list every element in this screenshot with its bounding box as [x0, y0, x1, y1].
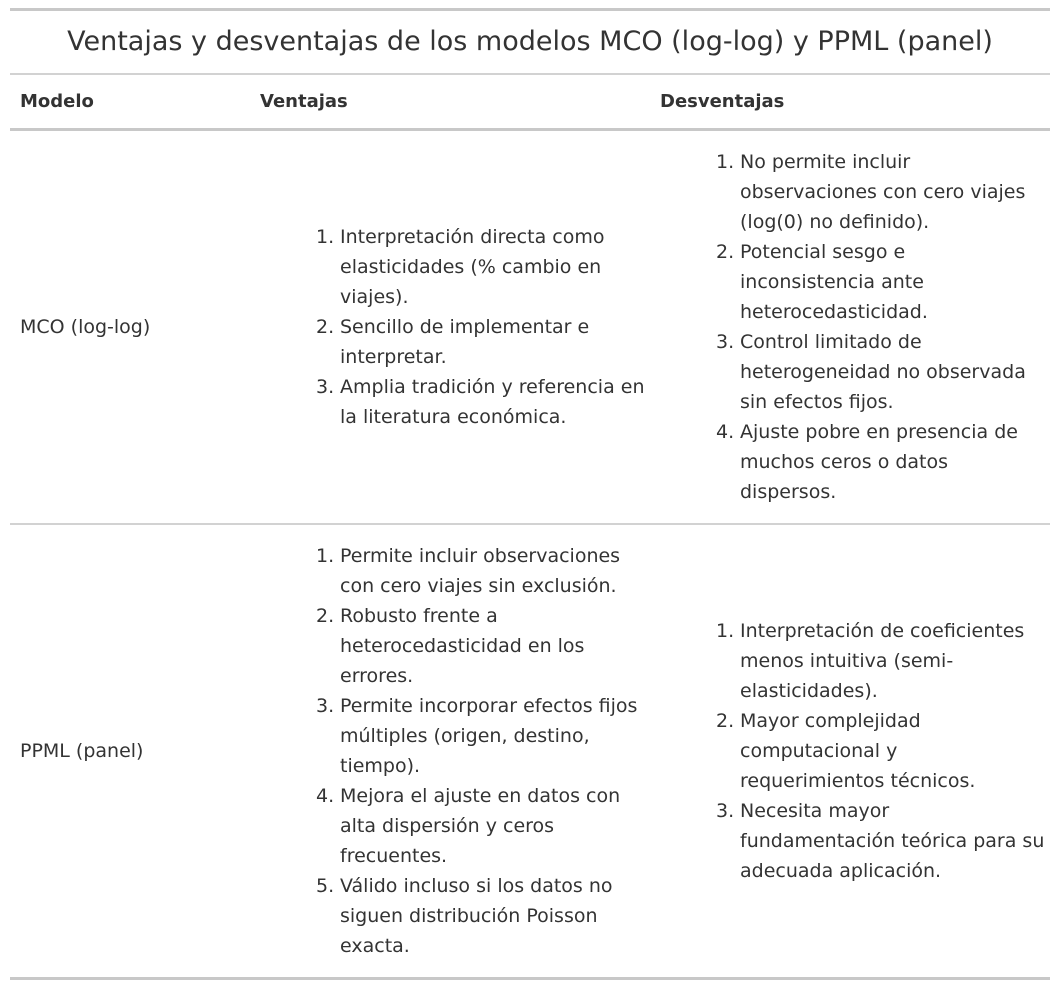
item-number: 1.: [716, 620, 735, 642]
list-item: 3. Control limitado de heterogeneidad no …: [716, 327, 1046, 417]
item-text: Amplia tradición y referencia en la lite…: [340, 376, 645, 428]
list-item: 3. Necesita mayor fundamentación teórica …: [716, 796, 1046, 886]
advantages-cell: 1. Permite incluir observaciones con cero…: [316, 525, 646, 977]
item-text: Mejora el ajuste en datos con alta dispe…: [340, 785, 621, 867]
item-text: Permite incorporar efectos fijos múltipl…: [340, 695, 638, 777]
item-text: Potencial sesgo e inconsistencia ante he…: [740, 241, 928, 323]
item-text: Control limitado de heterogeneidad no ob…: [740, 331, 1026, 413]
disadvantages-cell: 1. No permite incluir observaciones con c…: [716, 131, 1046, 523]
item-text: Necesita mayor fundamentación teórica pa…: [740, 800, 1045, 882]
bottom-rule: [10, 977, 1050, 980]
item-number: 2.: [316, 316, 335, 338]
item-text: Interpretación de coeficientes menos int…: [740, 620, 1025, 702]
header-ventajas: Ventajas: [260, 91, 348, 112]
item-number: 2.: [716, 241, 735, 263]
header-modelo: Modelo: [20, 91, 94, 112]
list-item: 4. Ajuste pobre en presencia de muchos ce…: [716, 417, 1046, 507]
table-header: Modelo Ventajas Desventajas: [10, 75, 1050, 128]
list-item: 2. Potencial sesgo e inconsistencia ante …: [716, 237, 1046, 327]
item-number: 5.: [316, 875, 335, 897]
item-number: 1.: [316, 226, 335, 248]
advantages-list: 1. Interpretación directa como elasticida…: [316, 222, 646, 432]
list-item: 4. Mejora el ajuste en datos con alta dis…: [316, 781, 646, 871]
top-rule: [10, 8, 1050, 11]
list-item: 1. No permite incluir observaciones con c…: [716, 147, 1046, 237]
item-number: 1.: [316, 545, 335, 567]
list-item: 1. Permite incluir observaciones con cero…: [316, 541, 646, 601]
item-number: 2.: [316, 605, 335, 627]
item-text: Permite incluir observaciones con cero v…: [340, 545, 621, 597]
item-number: 3.: [716, 331, 735, 353]
item-text: Sencillo de implementar e interpretar.: [340, 316, 590, 368]
advantages-list: 1. Permite incluir observaciones con cero…: [316, 541, 646, 961]
item-text: Interpretación directa como elasticidade…: [340, 226, 605, 308]
table-row: PPML (panel) 1. Permite incluir observaci…: [10, 525, 1050, 977]
list-item: 3. Amplia tradición y referencia en la li…: [316, 372, 646, 432]
disadvantages-list: 1. Interpretación de coeficientes menos i…: [716, 616, 1046, 886]
item-number: 4.: [316, 785, 335, 807]
item-number: 4.: [716, 421, 735, 443]
list-item: 1. Interpretación de coeficientes menos i…: [716, 616, 1046, 706]
list-item: 5. Válido incluso si los datos no siguen …: [316, 871, 646, 961]
item-text: Válido incluso si los datos no siguen di…: [340, 875, 613, 957]
list-item: 2. Robusto frente a heterocedasticidad en…: [316, 601, 646, 691]
item-number: 3.: [316, 695, 335, 717]
disadvantages-list: 1. No permite incluir observaciones con c…: [716, 147, 1046, 507]
item-text: Ajuste pobre en presencia de muchos cero…: [740, 421, 1018, 503]
comparison-table: Ventajas y desventajas de los modelos MC…: [10, 8, 1050, 980]
model-name: PPML (panel): [20, 740, 144, 762]
advantages-cell: 1. Interpretación directa como elasticida…: [316, 131, 646, 523]
item-number: 3.: [716, 800, 735, 822]
list-item: 2. Sencillo de implementar e interpretar.: [316, 312, 646, 372]
item-number: 2.: [716, 710, 735, 732]
item-number: 1.: [716, 151, 735, 173]
item-number: 3.: [316, 376, 335, 398]
item-text: Mayor complejidad computacional y requer…: [740, 710, 976, 792]
table-title: Ventajas y desventajas de los modelos MC…: [67, 26, 993, 57]
item-text: Robusto frente a heterocedasticidad en l…: [340, 605, 585, 687]
header-desventajas: Desventajas: [660, 91, 785, 112]
list-item: 1. Interpretación directa como elasticida…: [316, 222, 646, 312]
header-rule: [10, 128, 1050, 131]
model-name: MCO (log-log): [20, 316, 151, 338]
table-row: MCO (log-log) 1. Interpretación directa c…: [10, 131, 1050, 523]
row-divider: [10, 523, 1050, 525]
disadvantages-cell: 1. Interpretación de coeficientes menos i…: [716, 525, 1046, 977]
list-item: 3. Permite incorporar efectos fijos múlti…: [316, 691, 646, 781]
item-text: No permite incluir observaciones con cer…: [740, 151, 1026, 233]
list-item: 2. Mayor complejidad computacional y requ…: [716, 706, 1046, 796]
title-rule: [10, 73, 1050, 75]
